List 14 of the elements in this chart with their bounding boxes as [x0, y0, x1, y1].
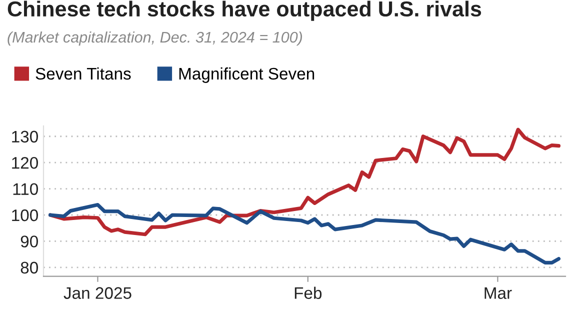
legend-label: Magnificent Seven — [179, 67, 314, 83]
line-series — [48, 202, 561, 264]
y-tick-label: 90 — [20, 236, 38, 248]
y-tick-label: 100 — [12, 209, 38, 222]
y-tick-label: 120 — [12, 156, 38, 169]
x-tick-label: Mar — [484, 287, 512, 299]
y-tick-label: 130 — [12, 130, 38, 143]
y-tick-label: 110 — [13, 183, 38, 195]
chart-subtitle: (Market capitalization, Dec. 31, 2024 = 100) — [8, 31, 302, 46]
chart-title: Chinese tech stocks have outpaced U.S. rivals — [8, 0, 482, 21]
x-tick-label: Feb — [294, 286, 322, 299]
legend-label: Seven Titans — [36, 67, 131, 80]
y-tick-label: 80 — [20, 262, 38, 274]
x-tick-label: Jan 2025 — [64, 287, 132, 299]
